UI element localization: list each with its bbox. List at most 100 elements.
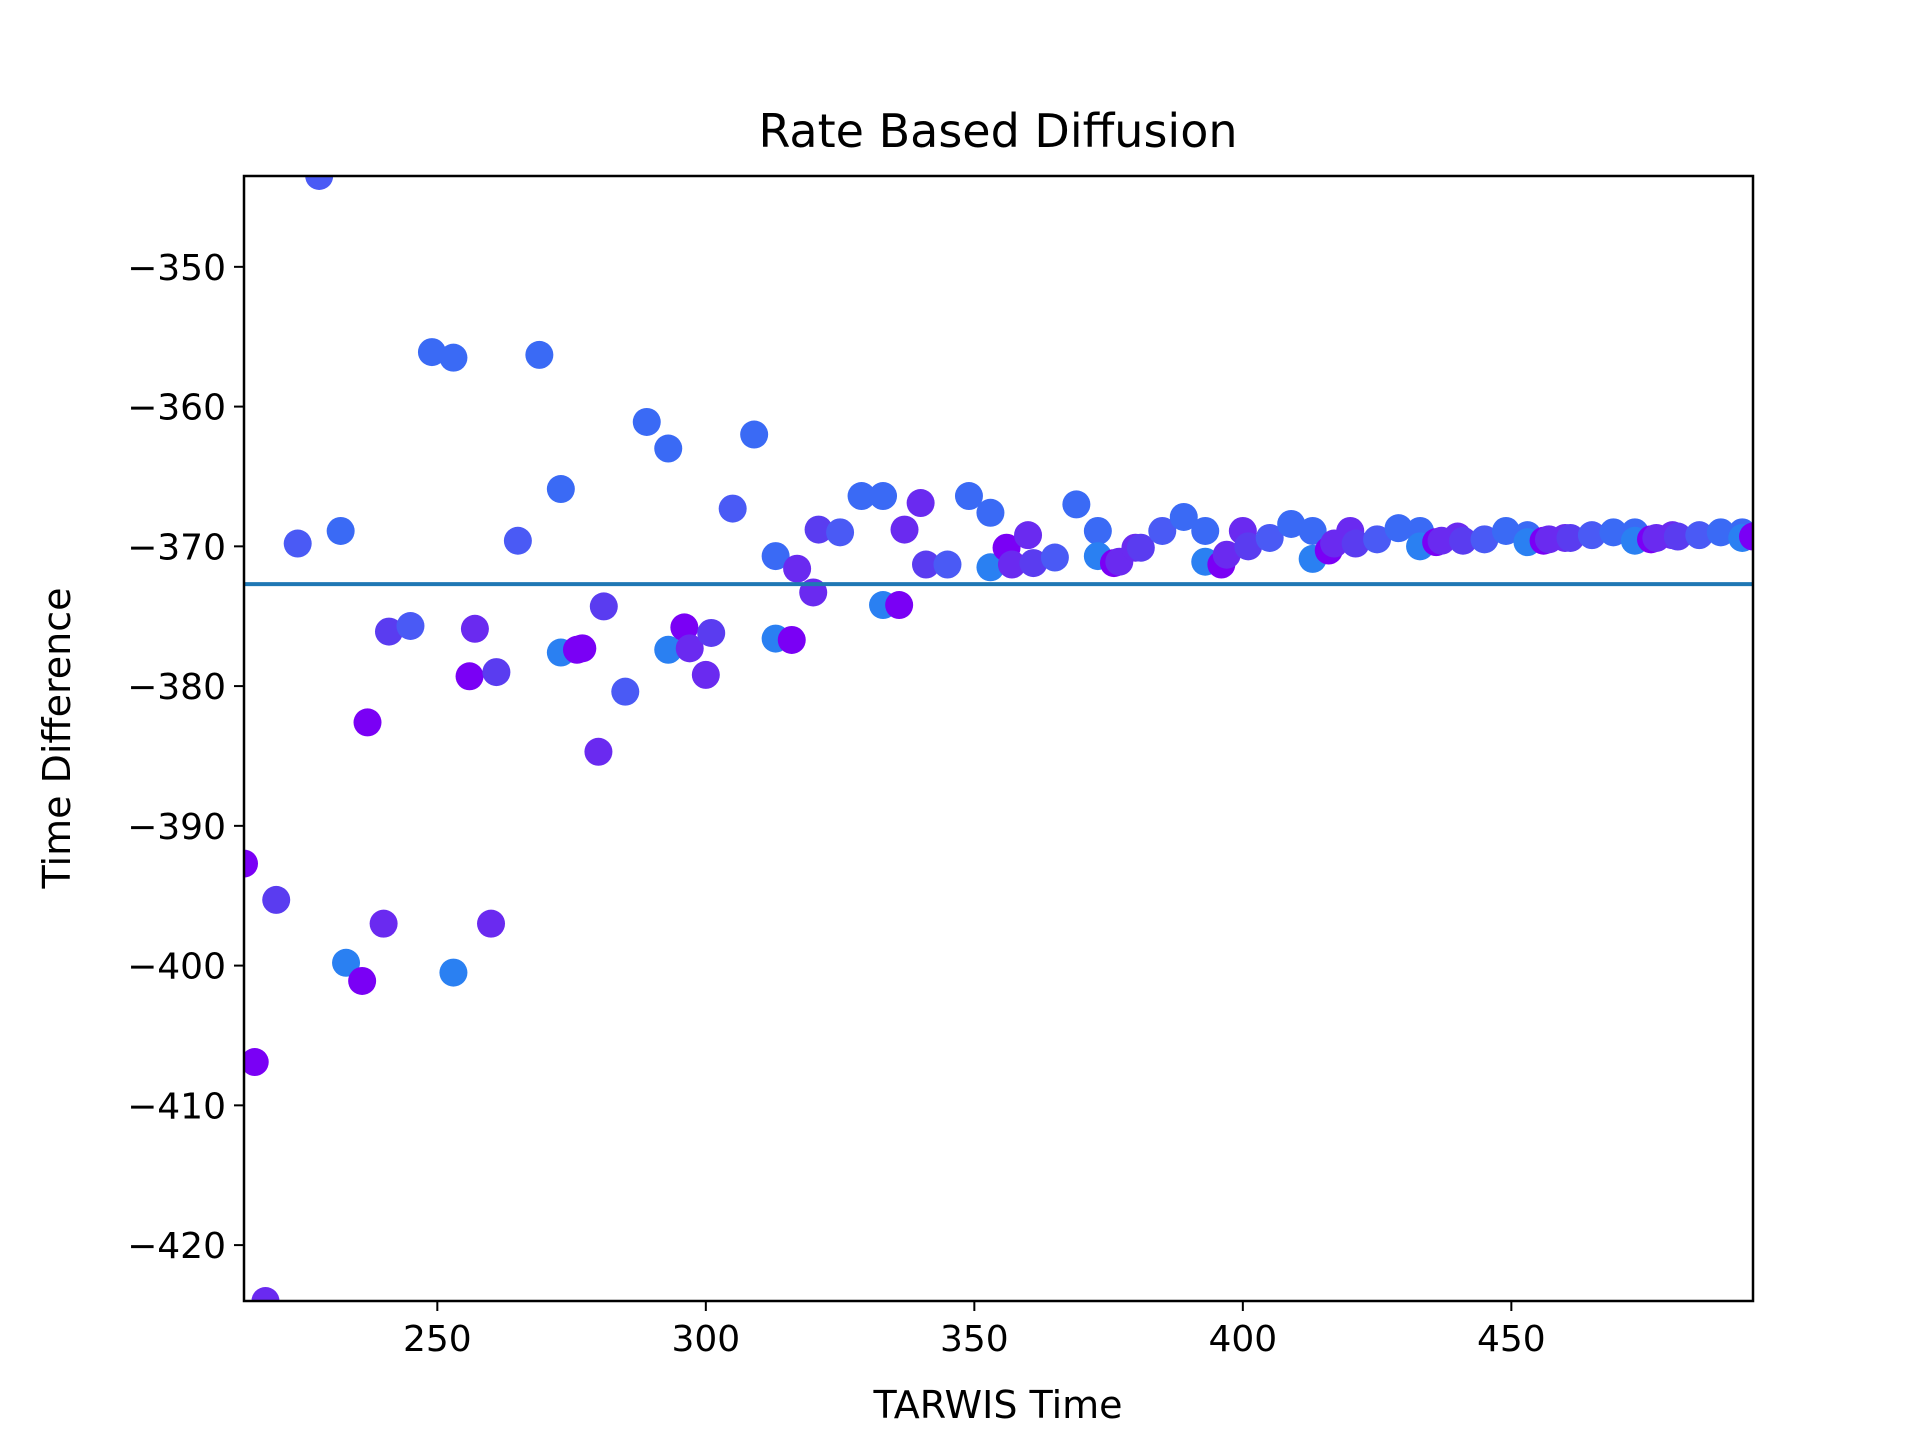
- scatter-point: [869, 482, 898, 511]
- scatter-point: [353, 708, 382, 737]
- scatter-point: [1126, 533, 1155, 562]
- scatter-point: [1277, 509, 1306, 538]
- scatter-point: [1556, 523, 1585, 552]
- scatter-point: [912, 550, 940, 579]
- scatter-point: [568, 634, 597, 663]
- y-tick-label: −360: [127, 388, 226, 429]
- scatter-point: [503, 526, 532, 555]
- x-tick-label: 250: [403, 1319, 472, 1360]
- scatter-point: [348, 966, 377, 995]
- scatter-point: [1449, 526, 1478, 555]
- scatter-point: [1040, 543, 1069, 572]
- scatter-point: [439, 958, 468, 987]
- scatter-point: [589, 592, 618, 621]
- scatter-point: [826, 518, 855, 547]
- scatter-point: [675, 634, 704, 663]
- scatter-point: [906, 489, 935, 518]
- scatter-point: [305, 176, 334, 190]
- scatter-point: [670, 613, 699, 642]
- scatter-point: [654, 635, 683, 664]
- y-tick-label: −400: [127, 947, 226, 988]
- scatter-point: [1341, 529, 1370, 558]
- y-axis-label: Time Difference: [35, 588, 79, 890]
- scatter-point: [885, 591, 914, 620]
- y-tick-label: −350: [127, 248, 226, 289]
- scatter-point: [783, 554, 812, 583]
- y-tick-label: −380: [127, 667, 226, 708]
- scatter-point: [396, 612, 425, 640]
- scatter-point: [1577, 521, 1606, 550]
- scatter-point: [697, 618, 726, 647]
- scatter-point: [1384, 514, 1413, 543]
- scatter-point: [584, 737, 613, 766]
- x-tick-label: 450: [1477, 1319, 1546, 1360]
- data-points: [244, 176, 1753, 1301]
- scatter-point: [546, 475, 575, 504]
- scatter-point: [1212, 540, 1241, 569]
- scatter-point: [777, 625, 806, 654]
- scatter-point: [374, 617, 403, 646]
- y-tick-label: −410: [127, 1086, 226, 1127]
- scatter-point: [262, 885, 291, 914]
- scatter-point: [933, 550, 962, 579]
- scatter-point: [1706, 518, 1735, 547]
- scatter-point: [1191, 516, 1220, 545]
- y-tick-label: −370: [127, 527, 226, 568]
- x-tick-label: 300: [671, 1319, 740, 1360]
- scatter-point: [1298, 516, 1327, 545]
- scatter-point: [761, 542, 790, 571]
- scatter-point: [1062, 490, 1091, 519]
- scatter-point: [654, 434, 683, 463]
- plot-frame: [242, 174, 1755, 1303]
- scatter-point: [460, 614, 489, 643]
- scatter-point: [1663, 522, 1692, 551]
- scatter-point: [1083, 516, 1112, 545]
- scatter-point: [1234, 532, 1263, 561]
- scatter-point: [1470, 525, 1499, 554]
- x-tick-label: 350: [940, 1319, 1009, 1360]
- scatter-point: [326, 516, 355, 545]
- scatter-point: [954, 482, 983, 511]
- scatter-point: [417, 338, 446, 367]
- scatter-point: [1739, 522, 1753, 551]
- y-tick-label: −390: [127, 807, 226, 848]
- scatter-point: [718, 494, 747, 523]
- chart-title: Rate Based Diffusion: [758, 104, 1237, 158]
- scatter-point: [1169, 502, 1198, 531]
- scatter-point: [740, 420, 769, 449]
- y-tick-label: −420: [127, 1226, 226, 1267]
- scatter-point: [283, 529, 312, 558]
- scatter-point: [477, 909, 506, 938]
- scatter-point: [847, 482, 876, 511]
- scatter-point: [890, 515, 919, 544]
- x-tick-label: 400: [1208, 1319, 1277, 1360]
- scatter-point: [332, 948, 361, 977]
- scatter-point: [482, 658, 511, 687]
- x-axis: 250 300 350 400 450: [403, 1301, 1546, 1360]
- scatter-point: [244, 1048, 269, 1077]
- scatter-point: [1599, 518, 1628, 547]
- scatter-point: [244, 849, 258, 878]
- x-axis-label: TARWIS Time: [872, 1383, 1122, 1427]
- scatter-point: [525, 340, 554, 369]
- scatter-point: [251, 1287, 280, 1301]
- scatter-point: [1148, 516, 1177, 545]
- scatter-point: [691, 660, 720, 689]
- scatter-point: [1685, 521, 1714, 550]
- scatter-point: [455, 662, 484, 691]
- scatter-point: [1255, 523, 1284, 552]
- y-axis: −350 −360 −370 −380 −390 −400 −410 −420: [127, 248, 244, 1267]
- scatter-point: [1014, 521, 1043, 550]
- scatter-point: [632, 407, 661, 436]
- scatter-point: [1363, 525, 1392, 554]
- scatter-point: [997, 550, 1026, 579]
- scatter-point: [611, 677, 640, 706]
- scatter-point: [1019, 549, 1048, 578]
- scatter-point: [369, 909, 398, 938]
- scatter-point: [439, 343, 468, 372]
- scatter-point: [1491, 516, 1520, 545]
- scatter-point: [976, 553, 1005, 582]
